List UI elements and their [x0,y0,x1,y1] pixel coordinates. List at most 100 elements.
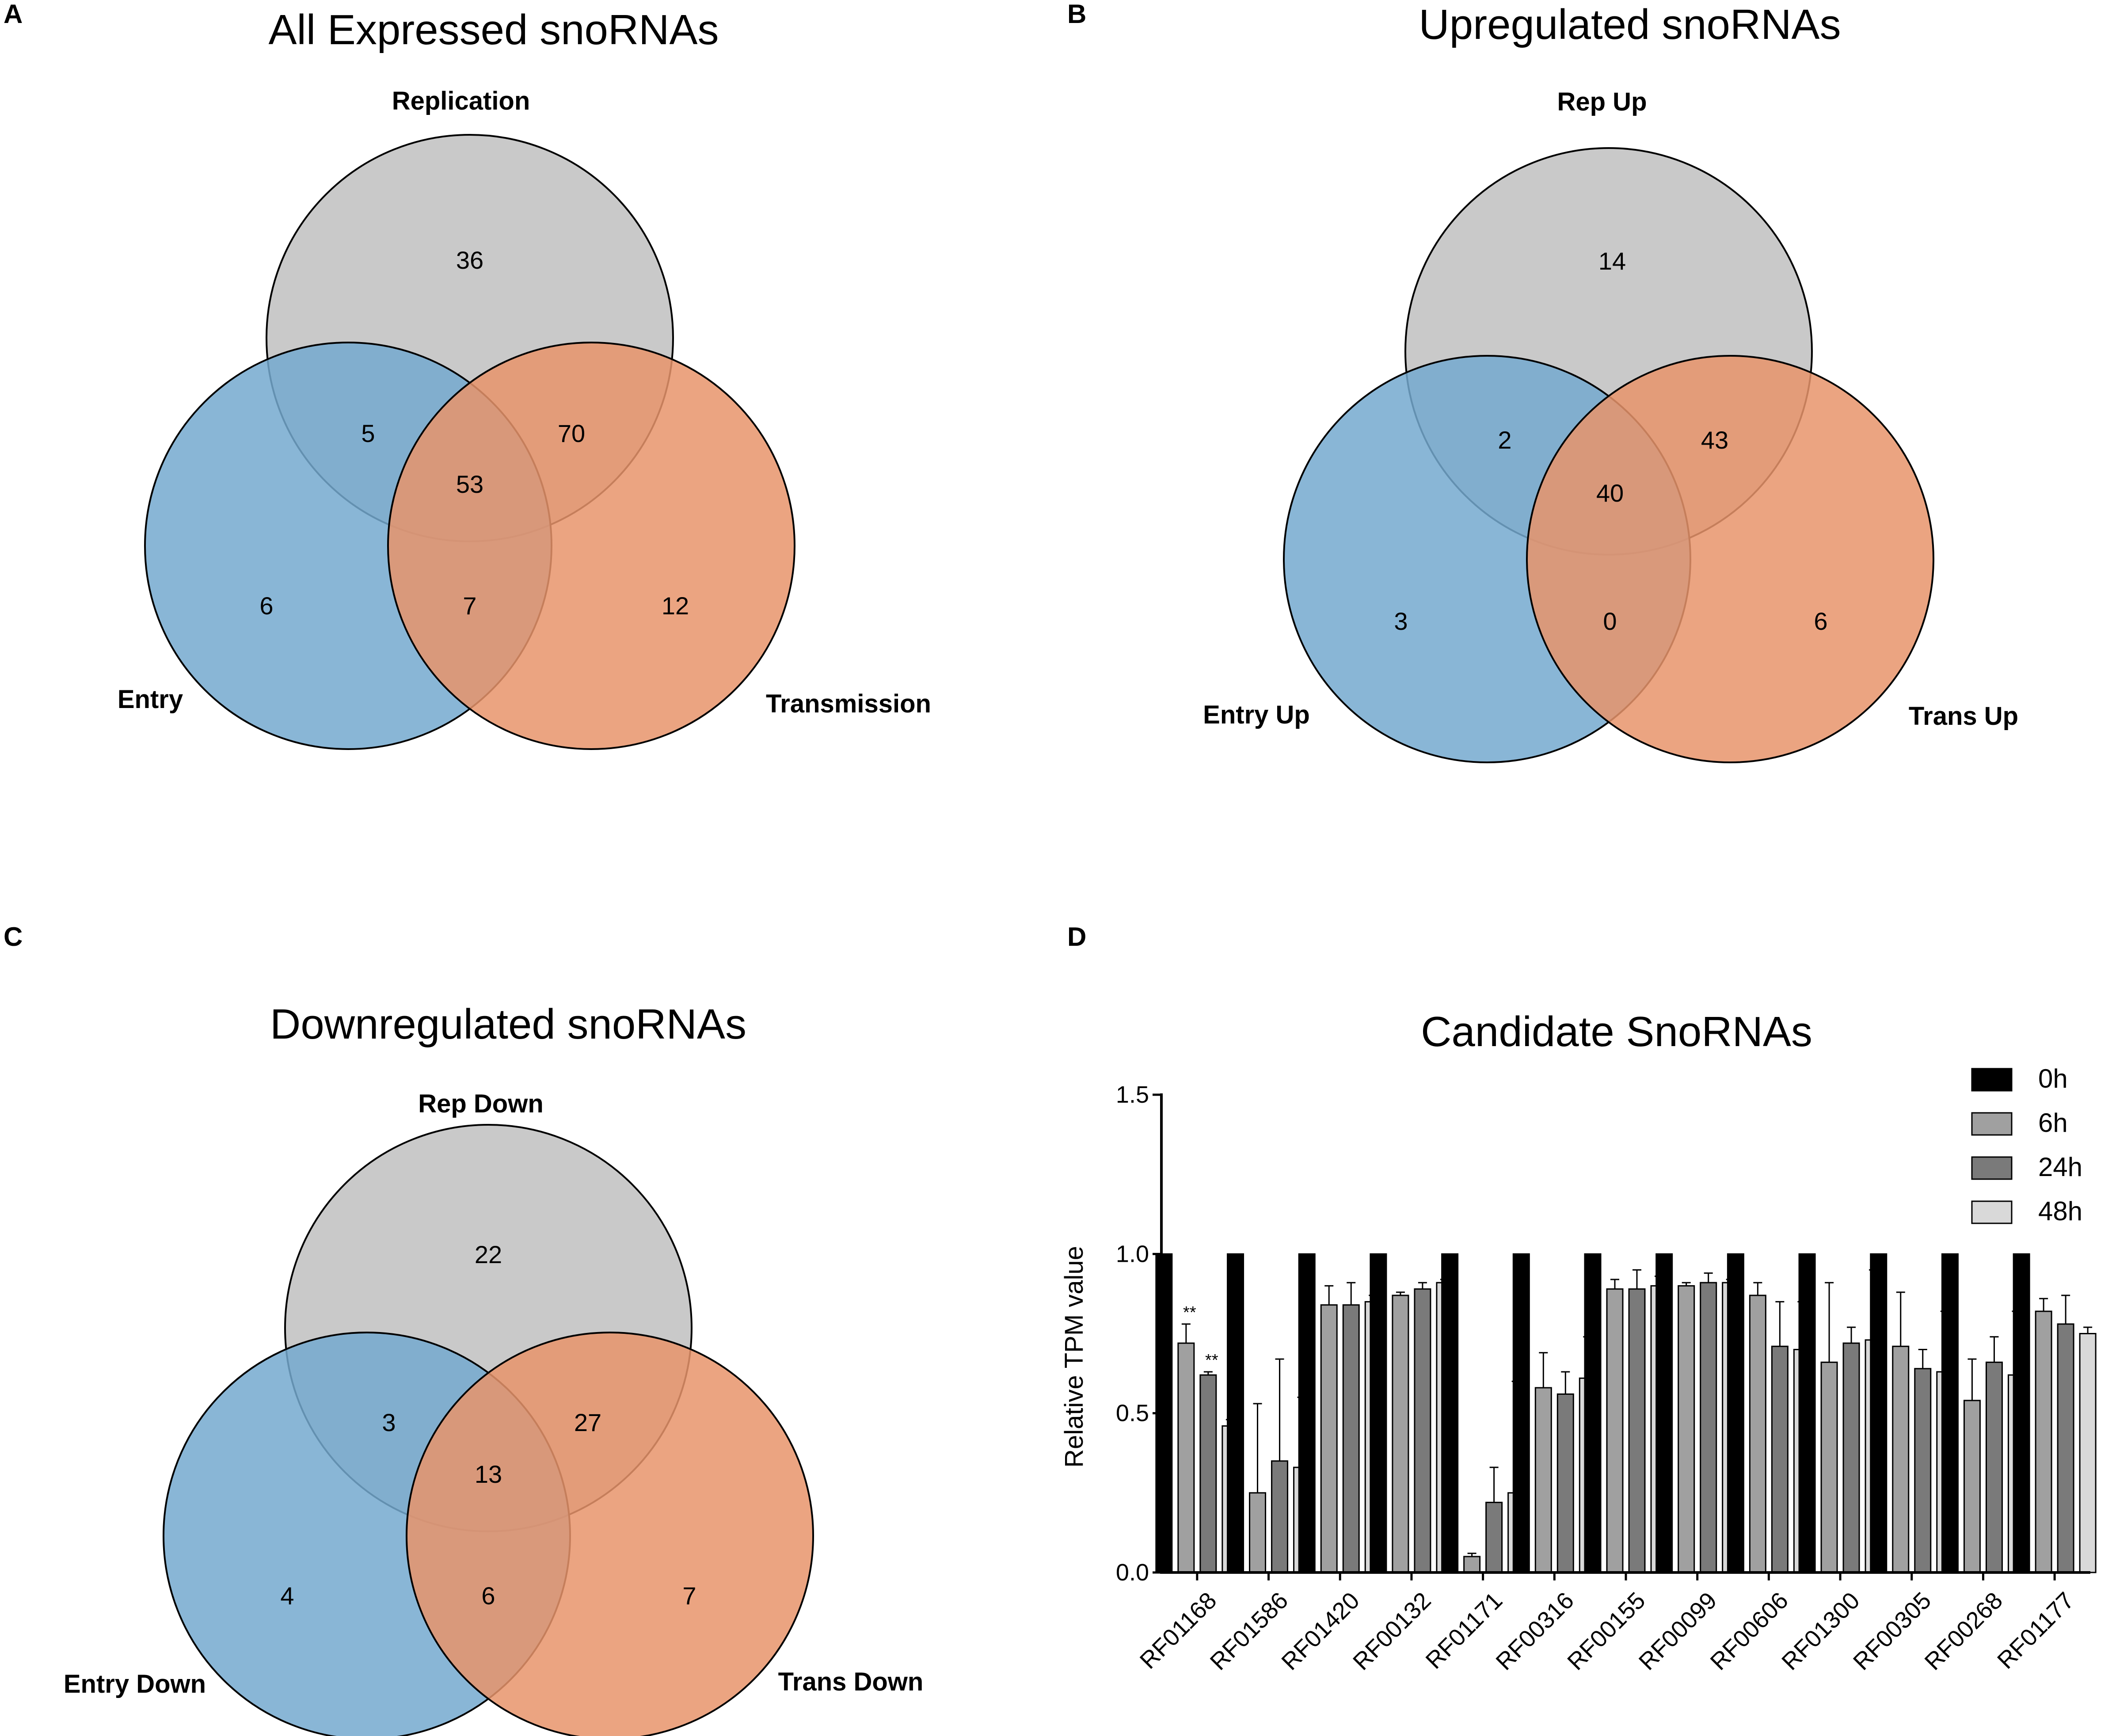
bar-rf00132-6h [1392,1294,1409,1573]
chart-axes [1153,1093,2090,1580]
venn-b-value-rep-trans: 43 [1701,426,1728,454]
x-tick-labels: RF01168RF01586RF01420RF00132RF01171RF003… [1135,1587,2079,1675]
bar-rf01300-24h [1842,1342,1860,1573]
venn-b-value-entry-trans: 0 [1603,607,1617,635]
venn-c-value-entry-only: 4 [280,1582,294,1610]
venn-a-set-label-replication: Replication [392,87,530,115]
panel-label-d: D [1067,922,1086,952]
legend-swatch-24h [1971,1156,2013,1180]
panel-label-a: A [4,0,23,29]
venn-c-value-rep-only: 22 [475,1241,502,1268]
bar-rf01168-6h [1177,1342,1195,1573]
x-tick-label-rf00316: RF00316 [1491,1587,1579,1675]
bar-rf00305-6h [1892,1345,1910,1573]
bar-rf00099-6h [1678,1285,1695,1573]
bar-rf01177-24h [2057,1323,2074,1573]
x-tick-label-rf00155: RF00155 [1562,1587,1651,1675]
legend-label-6h: 6h [2038,1108,2068,1138]
bar-rf01168-24h [1199,1374,1217,1573]
y-tick-labels: 0.0 0.5 1.0 1.5 [1116,1081,1149,1586]
venn-b-value-rep-entry: 2 [1498,426,1511,454]
legend-label-48h: 48h [2038,1196,2082,1226]
venn-c-set-label-rep-down: Rep Down [418,1089,544,1118]
significance-marker: ** [1183,1303,1196,1322]
bar-rf00155-24h [1628,1288,1646,1573]
chart-title: Candidate SnoRNAs [1421,1008,1812,1055]
x-tick-label-rf01300: RF01300 [1777,1587,1865,1675]
x-tick-label-rf00132: RF00132 [1348,1587,1436,1675]
x-tick-label-rf00606: RF00606 [1705,1587,1794,1675]
venn-b-title: Upregulated snoRNAs [1419,1,1841,48]
legend-swatch-0h [1971,1068,2013,1092]
chart-error-bars [1181,1269,2093,1557]
bar-rf00316-24h [1556,1393,1574,1573]
x-tick-label-rf01168: RF01168 [1135,1587,1222,1674]
venn-a-circle-transmission [387,342,795,750]
venn-a-set-label-transmission: Transmission [766,689,931,718]
bar-rf00268-24h [1985,1361,2003,1573]
venn-a-value-all: 53 [456,470,483,498]
venn-c-set-label-trans-down: Trans Down [778,1667,924,1696]
bar-rf00155-6h [1606,1288,1624,1573]
venn-c-value-all: 13 [475,1460,502,1488]
venn-b-value-all: 40 [1596,479,1624,507]
bar-rf01177-6h [2035,1310,2052,1573]
venn-b-circle-trans-up [1526,355,1934,763]
bar-rf00132-0h [1370,1253,1387,1573]
venn-b-value-entry-only: 3 [1394,607,1408,635]
bar-rf01586-6h [1249,1492,1267,1573]
panel-label-c: C [4,922,23,952]
y-tick-label: 0.5 [1116,1400,1149,1427]
x-tick-label-rf01177: RF01177 [1992,1587,2079,1674]
x-tick-label-rf01586: RF01586 [1205,1587,1294,1675]
panel-c: C Downregulated snoRNAs Rep Down Entry D… [4,922,923,1736]
bar-rf00316-6h [1534,1387,1552,1573]
panel-label-b: B [1067,0,1086,29]
bar-rf00305-24h [1914,1368,1932,1573]
venn-b-set-label-entry-up: Entry Up [1203,700,1310,729]
legend-swatch-6h [1971,1112,2013,1136]
bar-rf00268-0h [1941,1253,1959,1573]
panel-d: D Candidate SnoRNAs Relative TPM value R… [1060,922,2097,1675]
bar-rf00268-6h [1963,1400,1981,1573]
legend-label-24h: 24h [2038,1152,2082,1182]
bar-rf01586-24h [1271,1460,1289,1573]
panel-a: A All Expressed snoRNAs Replication Entr… [4,0,931,750]
venn-b-set-label-trans-up: Trans Up [1909,702,2018,731]
bar-rf01171-0h [1441,1253,1459,1573]
bar-rf00099-0h [1655,1253,1673,1573]
bar-rf01171-24h [1485,1501,1503,1573]
venn-b-set-label-rep-up: Rep Up [1557,88,1647,116]
venn-a-value-replication-entry: 5 [361,419,375,447]
bar-rf00606-0h [1727,1253,1744,1573]
y-tick-label: 1.5 [1116,1081,1149,1108]
bar-rf00099-24h [1700,1282,1717,1573]
bar-rf00606-24h [1771,1345,1789,1573]
venn-a-value-replication-only: 36 [456,246,483,274]
bar-rf01171-6h [1463,1556,1481,1573]
venn-a-value-entry-transmission: 7 [463,592,476,620]
venn-c-title: Downregulated snoRNAs [270,1001,746,1048]
venn-c-value-trans-only: 7 [682,1582,696,1610]
venn-a-diagram [144,134,795,750]
bar-rf00132-24h [1414,1288,1431,1573]
venn-a-set-label-entry: Entry [118,685,183,714]
significance-marker: ** [1205,1351,1218,1370]
y-tick-label: 0.0 [1116,1559,1149,1586]
venn-c-circle-trans-down [406,1332,814,1736]
bar-rf01177-0h [2013,1253,2030,1573]
significance-annotations: ** ** ** [1183,1303,1241,1417]
venn-b-diagram [1283,147,1934,763]
x-tick-label-rf00099: RF00099 [1634,1587,1722,1675]
x-tick-label-rf01420: RF01420 [1276,1587,1365,1675]
venn-c-diagram [163,1124,814,1736]
bar-rf01420-6h [1320,1304,1338,1573]
legend: 0h 6h 24h 48h [1971,1064,2082,1226]
legend-label-0h: 0h [2038,1064,2068,1093]
x-tick-label-rf01171: RF01171 [1421,1587,1508,1674]
y-tick-label: 1.0 [1116,1241,1149,1267]
venn-c-value-rep-trans: 27 [574,1409,601,1436]
bar-rf01420-24h [1342,1304,1360,1573]
x-tick-label-rf00268: RF00268 [1920,1587,2008,1675]
bar-rf01300-6h [1820,1361,1838,1573]
